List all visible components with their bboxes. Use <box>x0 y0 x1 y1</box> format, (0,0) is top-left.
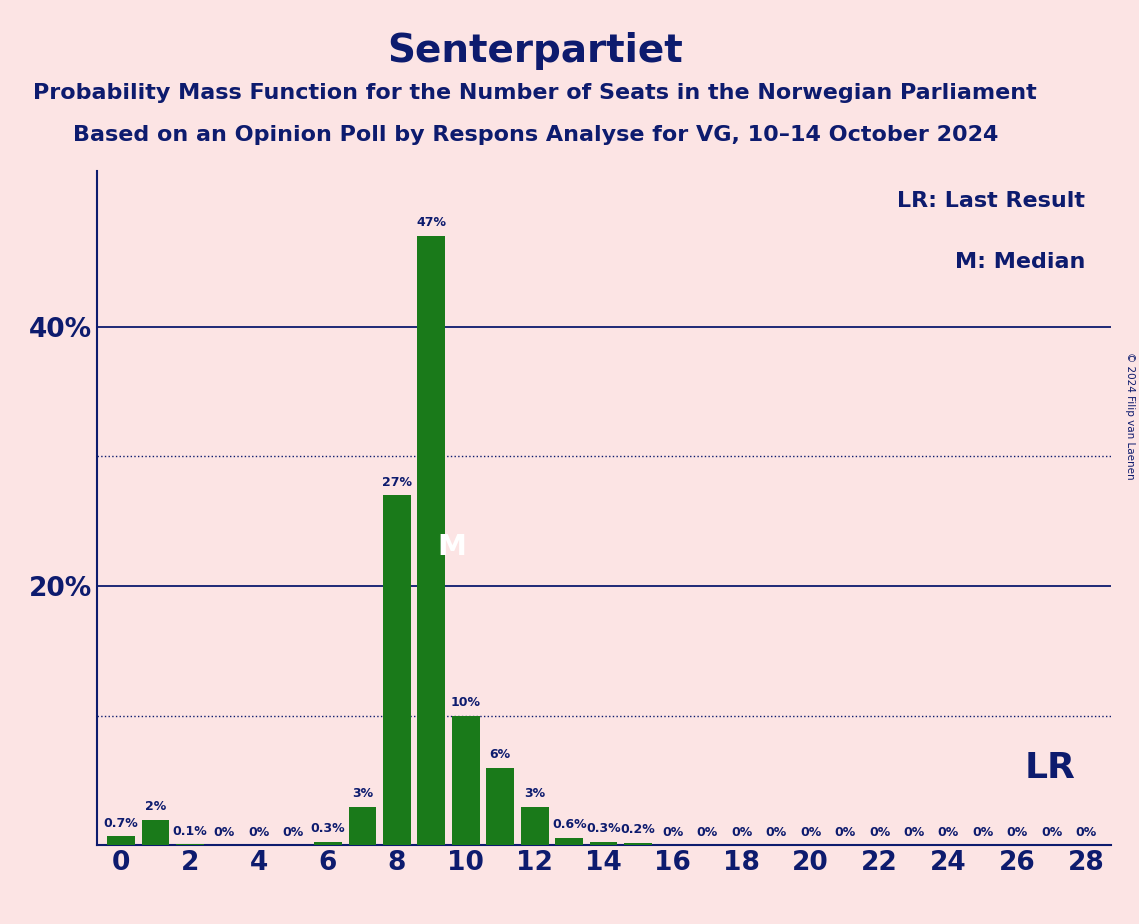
Text: 0%: 0% <box>731 826 752 839</box>
Text: 2%: 2% <box>145 800 166 813</box>
Text: © 2024 Filip van Laenen: © 2024 Filip van Laenen <box>1125 352 1134 480</box>
Bar <box>314 842 342 845</box>
Bar <box>521 807 549 845</box>
Text: 47%: 47% <box>416 216 446 229</box>
Text: 0%: 0% <box>973 826 993 839</box>
Text: 0%: 0% <box>1007 826 1029 839</box>
Text: 0%: 0% <box>696 826 718 839</box>
Text: Based on an Opinion Poll by Respons Analyse for VG, 10–14 October 2024: Based on an Opinion Poll by Respons Anal… <box>73 125 998 145</box>
Text: 0.6%: 0.6% <box>552 818 587 832</box>
Bar <box>486 768 514 845</box>
Text: LR: Last Result: LR: Last Result <box>898 191 1085 212</box>
Text: 0%: 0% <box>282 826 304 839</box>
Bar <box>418 236 445 845</box>
Text: 27%: 27% <box>382 476 412 489</box>
Text: 6%: 6% <box>490 748 510 761</box>
Text: 0%: 0% <box>1075 826 1097 839</box>
Text: LR: LR <box>1024 751 1075 784</box>
Text: M: Median: M: Median <box>954 252 1085 272</box>
Text: 0%: 0% <box>869 826 891 839</box>
Bar <box>452 716 480 845</box>
Text: 0.3%: 0.3% <box>587 822 621 835</box>
Bar <box>383 495 410 845</box>
Text: 10%: 10% <box>451 697 481 710</box>
Text: 0%: 0% <box>765 826 787 839</box>
Bar <box>556 838 583 845</box>
Text: 0.7%: 0.7% <box>104 817 138 830</box>
Text: 0%: 0% <box>800 826 821 839</box>
Text: 3%: 3% <box>352 787 372 800</box>
Text: 0%: 0% <box>835 826 855 839</box>
Text: 0%: 0% <box>937 826 959 839</box>
Text: Senterpartiet: Senterpartiet <box>387 32 683 70</box>
Bar <box>590 842 617 845</box>
Text: 0%: 0% <box>214 826 235 839</box>
Bar <box>141 820 170 845</box>
Text: 3%: 3% <box>524 787 546 800</box>
Text: 0%: 0% <box>903 826 925 839</box>
Bar <box>624 843 652 845</box>
Text: 0%: 0% <box>248 826 270 839</box>
Text: 0%: 0% <box>1041 826 1063 839</box>
Bar <box>107 836 134 845</box>
Text: M: M <box>437 533 467 561</box>
Text: Probability Mass Function for the Number of Seats in the Norwegian Parliament: Probability Mass Function for the Number… <box>33 83 1038 103</box>
Bar <box>349 807 376 845</box>
Text: 0.1%: 0.1% <box>172 825 207 838</box>
Text: 0.2%: 0.2% <box>621 823 656 836</box>
Text: 0%: 0% <box>662 826 683 839</box>
Text: 0.3%: 0.3% <box>311 822 345 835</box>
